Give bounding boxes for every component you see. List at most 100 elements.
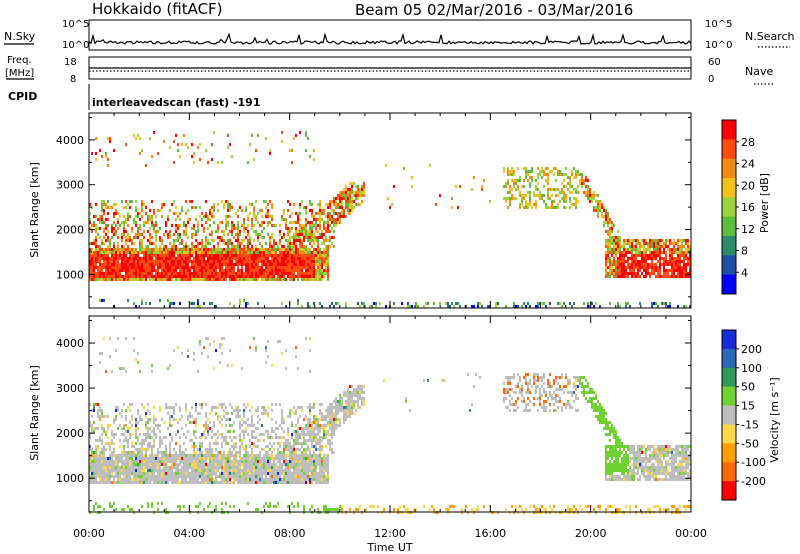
heatmap-cell (201, 466, 203, 469)
heatmap-cell (299, 227, 301, 230)
heatmap-cell (263, 433, 265, 436)
heatmap-cell (255, 481, 257, 484)
heatmap-cell (117, 469, 119, 472)
heatmap-cell (205, 245, 207, 248)
heatmap-cell (591, 200, 593, 203)
heatmap-cell (95, 215, 97, 218)
heatmap-cell (221, 481, 223, 484)
heatmap-cell (159, 239, 161, 242)
heatmap-cell (89, 203, 91, 206)
heatmap-cell (559, 200, 561, 203)
heatmap-cell (137, 278, 139, 281)
heatmap-cell (313, 149, 315, 152)
heatmap-cell (123, 460, 125, 463)
heatmap-cell (183, 251, 185, 254)
heatmap-cell (647, 248, 649, 251)
heatmap-cell (227, 215, 229, 218)
heatmap-cell (619, 236, 621, 239)
heatmap-cell (173, 460, 175, 463)
heatmap-cell (257, 475, 259, 478)
heatmap-cell (111, 263, 113, 266)
heatmap-cell (149, 278, 151, 281)
heatmap-cell (289, 242, 291, 245)
heatmap-cell (159, 451, 161, 454)
heatmap-cell (111, 236, 113, 239)
heatmap-cell (165, 460, 167, 463)
heatmap-cell (245, 260, 247, 263)
heatmap-cell (217, 457, 219, 460)
heatmap-cell (677, 272, 679, 275)
heatmap-cell (119, 412, 121, 415)
heatmap-cell (241, 472, 243, 475)
heatmap-cell (151, 266, 153, 269)
heatmap-cell (311, 251, 313, 254)
heatmap-cell (305, 209, 307, 212)
heatmap-cell (173, 454, 175, 457)
heatmap-cell (193, 275, 195, 278)
heatmap-cell (185, 406, 187, 409)
heatmap-cell (279, 254, 281, 257)
heatmap-cell (333, 212, 335, 215)
heatmap-cell (189, 472, 191, 475)
heatmap-cell (133, 302, 135, 305)
heatmap-cell (183, 478, 185, 481)
heatmap-cell (215, 269, 217, 272)
heatmap-cell (319, 206, 321, 209)
heatmap-cell (247, 472, 249, 475)
heatmap-cell (649, 239, 651, 242)
heatmap-cell (257, 508, 259, 511)
heatmap-cell (269, 248, 271, 251)
heatmap-cell (311, 263, 313, 266)
heatmap-cell (271, 430, 273, 433)
heatmap-cell (679, 257, 681, 260)
heatmap-cell (307, 251, 309, 254)
heatmap-cell (109, 257, 111, 260)
heatmap-cell (595, 194, 597, 197)
heatmap-cell (331, 227, 333, 230)
heatmap-cell (271, 472, 273, 475)
heatmap-cell (619, 260, 621, 263)
heatmap-cell (673, 248, 675, 251)
heatmap-cell (529, 200, 531, 203)
heatmap-cell (321, 230, 323, 233)
heatmap-cell (235, 257, 237, 260)
freq-label-line2: [MHz] (5, 68, 34, 79)
heatmap-cell (479, 302, 481, 305)
heatmap-cell (119, 278, 121, 281)
heatmap-cell (99, 278, 101, 281)
heatmap-cell (199, 451, 201, 454)
heatmap-cell (205, 260, 207, 263)
heatmap-cell (677, 275, 679, 278)
heatmap-cell (143, 481, 145, 484)
heatmap-cell (91, 466, 93, 469)
heatmap-cell (135, 475, 137, 478)
heatmap-cell (205, 239, 207, 242)
heatmap-cell (403, 167, 405, 170)
heatmap-cell (189, 415, 191, 418)
heatmap-cell (203, 275, 205, 278)
heatmap-cell (121, 433, 123, 436)
heatmap-cell (249, 242, 251, 245)
heatmap-cell (237, 242, 239, 245)
heatmap-cell (269, 454, 271, 457)
heatmap-cell (677, 242, 679, 245)
heatmap-cell (101, 203, 103, 206)
heatmap-cell (537, 305, 539, 308)
heatmap-cell (131, 275, 133, 278)
heatmap-cell (163, 463, 165, 466)
heatmap-cell (133, 134, 135, 137)
heatmap-cell (111, 224, 113, 227)
heatmap-cell (151, 472, 153, 475)
heatmap-cell (611, 242, 613, 245)
heatmap-cell (223, 263, 225, 266)
heatmap-cell (195, 266, 197, 269)
heatmap-cell (115, 460, 117, 463)
heatmap-cell (575, 203, 577, 206)
heatmap-cell (327, 218, 329, 221)
heatmap-cell (279, 472, 281, 475)
heatmap-cell (129, 451, 131, 454)
heatmap-cell (133, 269, 135, 272)
heatmap-cell (95, 481, 97, 484)
heatmap-cell (151, 502, 153, 505)
heatmap-cell (195, 454, 197, 457)
